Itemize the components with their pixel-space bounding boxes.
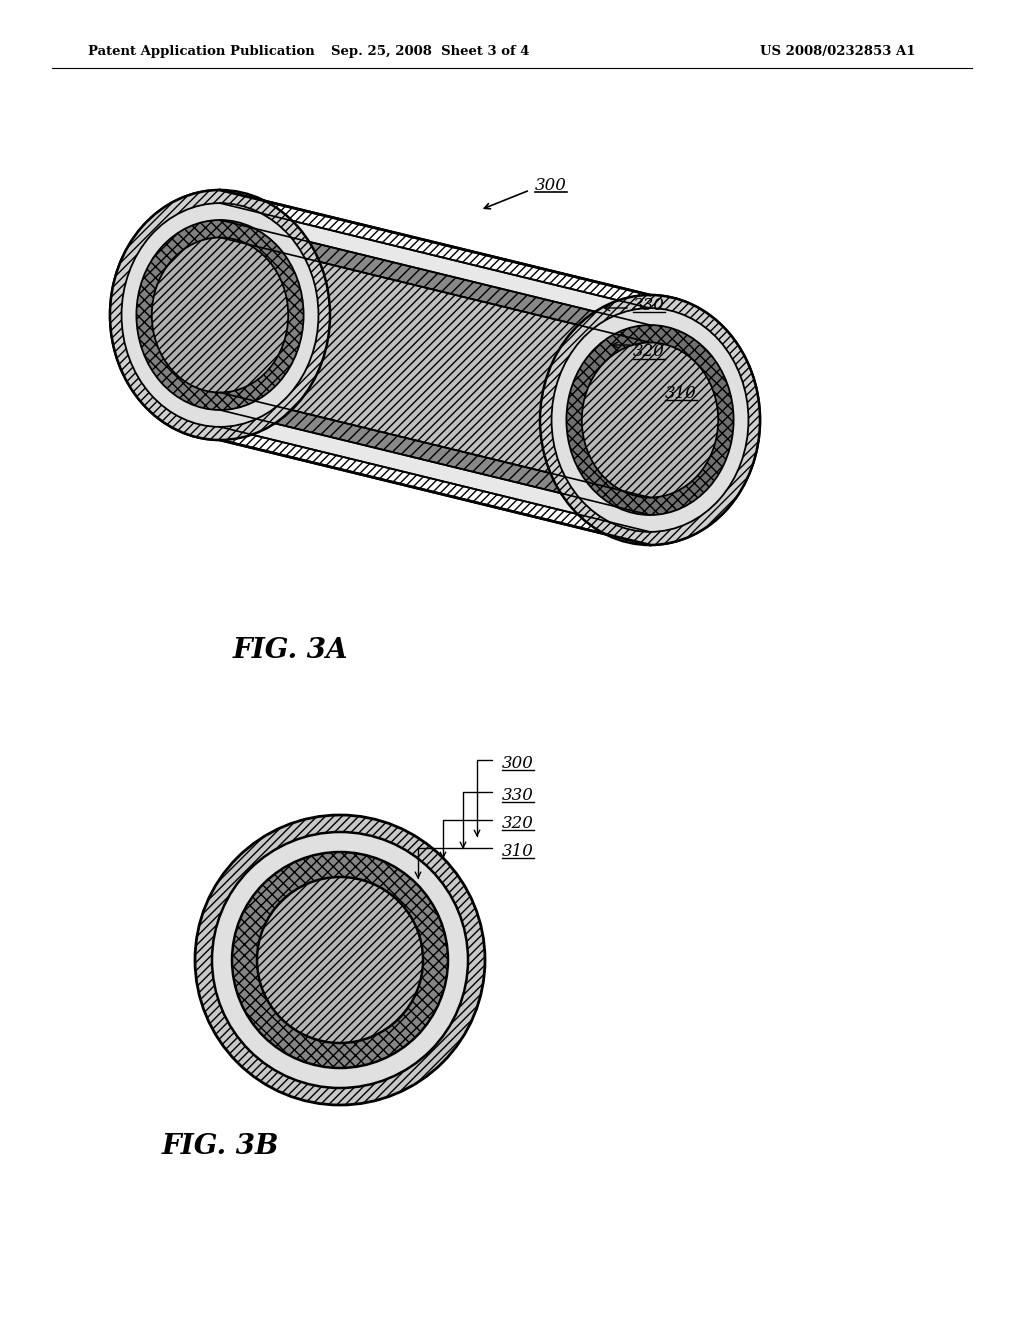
Circle shape [257, 876, 423, 1043]
Text: 300: 300 [535, 177, 567, 194]
Text: Patent Application Publication: Patent Application Publication [88, 45, 314, 58]
Circle shape [212, 832, 468, 1088]
Text: 310: 310 [665, 384, 697, 401]
Circle shape [232, 851, 449, 1068]
Text: 320: 320 [502, 814, 534, 832]
Ellipse shape [122, 203, 318, 426]
Text: 330: 330 [633, 297, 665, 314]
Text: 300: 300 [502, 755, 534, 771]
Ellipse shape [110, 190, 330, 440]
Text: Sep. 25, 2008  Sheet 3 of 4: Sep. 25, 2008 Sheet 3 of 4 [331, 45, 529, 58]
Circle shape [195, 814, 485, 1105]
Ellipse shape [582, 342, 718, 498]
Text: 330: 330 [502, 787, 534, 804]
Text: US 2008/0232853 A1: US 2008/0232853 A1 [760, 45, 915, 58]
Text: 320: 320 [633, 343, 665, 360]
Polygon shape [152, 238, 718, 498]
Text: 310: 310 [502, 842, 534, 859]
Polygon shape [122, 203, 749, 532]
Ellipse shape [540, 294, 760, 545]
Ellipse shape [136, 220, 303, 411]
Ellipse shape [152, 238, 288, 392]
Ellipse shape [566, 325, 733, 515]
Text: FIG. 3B: FIG. 3B [161, 1134, 279, 1160]
Text: FIG. 3A: FIG. 3A [232, 636, 348, 664]
Polygon shape [136, 220, 733, 515]
Polygon shape [110, 190, 760, 545]
Ellipse shape [552, 308, 749, 532]
